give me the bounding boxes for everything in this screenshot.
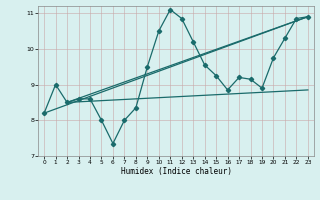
X-axis label: Humidex (Indice chaleur): Humidex (Indice chaleur) — [121, 167, 231, 176]
